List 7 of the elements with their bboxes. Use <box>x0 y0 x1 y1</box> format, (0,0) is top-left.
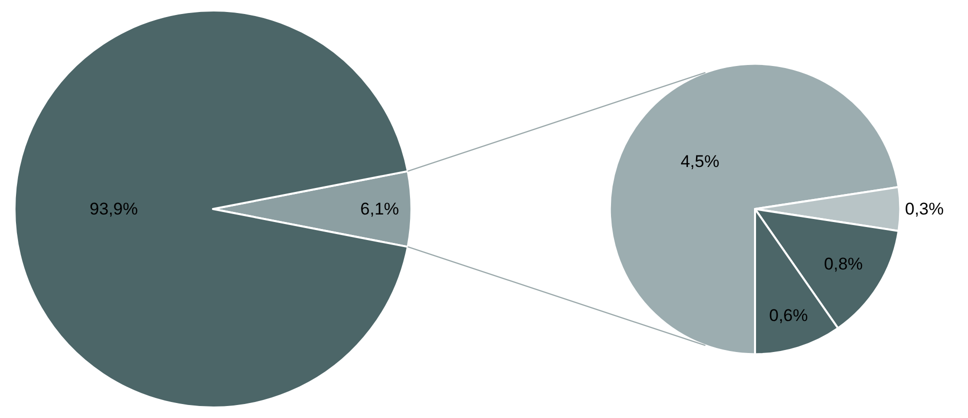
data-label: 0,6% <box>769 306 808 326</box>
data-label: 0,3% <box>904 200 944 218</box>
data-label: 0,8% <box>824 254 863 274</box>
data-label: 4,5% <box>680 152 720 172</box>
pie-slice <box>14 10 409 408</box>
data-label: 6,1% <box>360 200 400 218</box>
data-label: 93,9% <box>90 200 138 218</box>
